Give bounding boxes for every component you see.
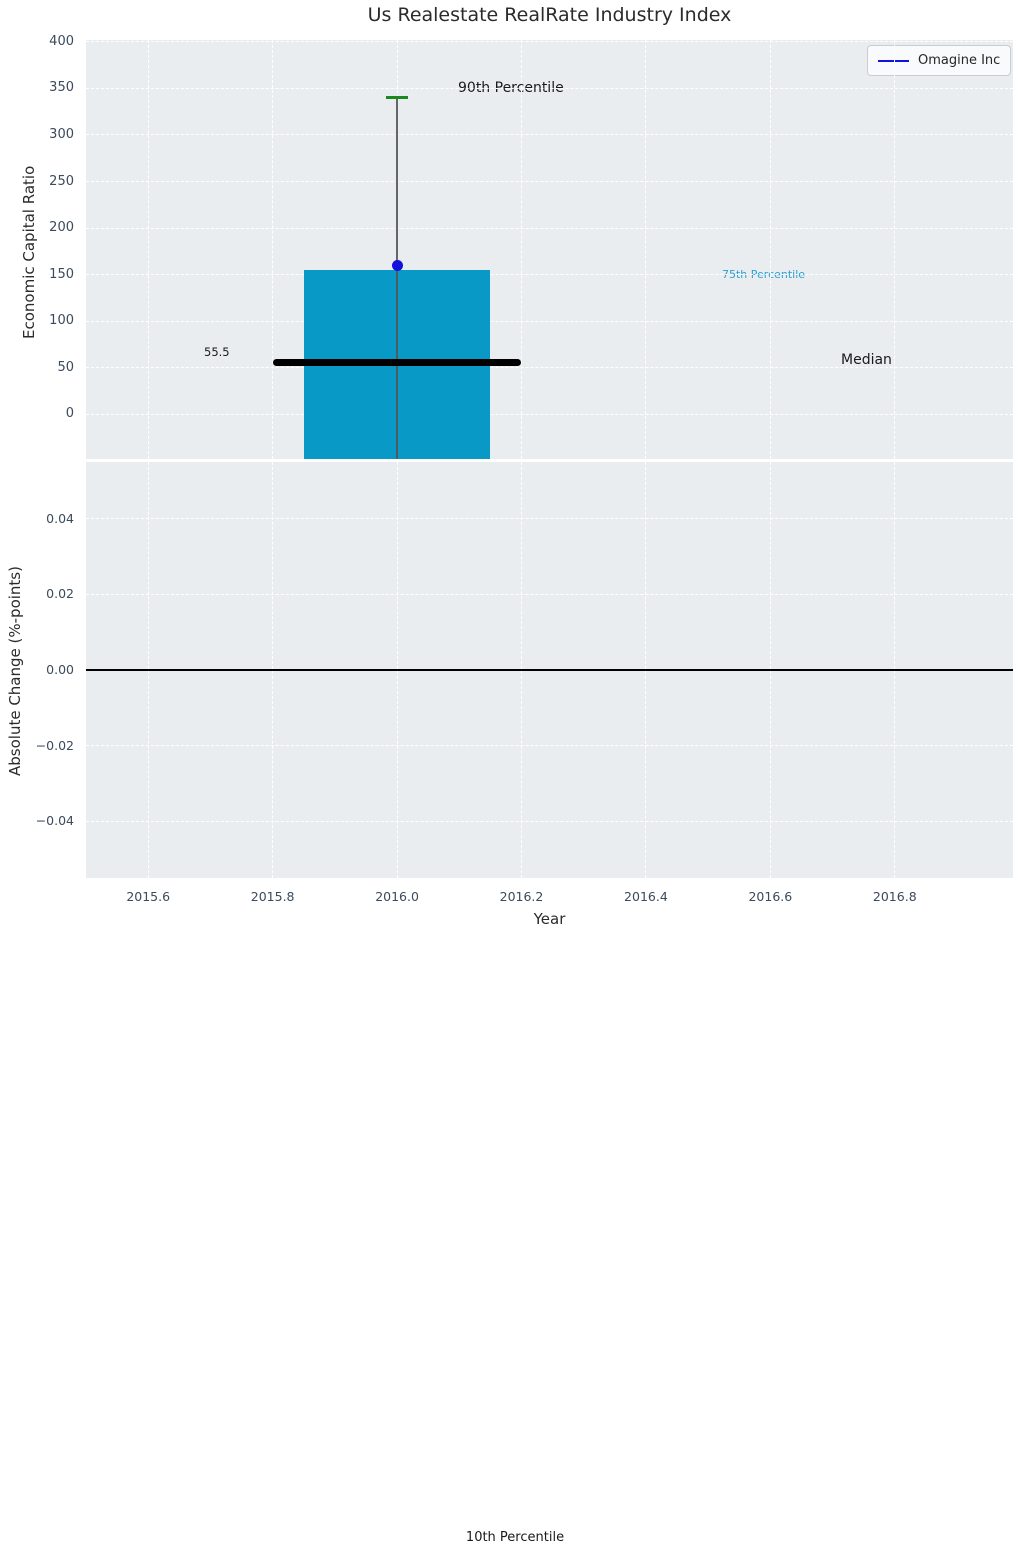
y-tick-label: 0 [65, 406, 74, 422]
gridline-horizontal [86, 593, 1013, 595]
y-tick-label: 0.02 [46, 586, 74, 602]
gridline-horizontal [86, 41, 1013, 43]
gridline-horizontal [86, 87, 1013, 89]
gridline-vertical [521, 40, 522, 459]
company-marker-dot [391, 259, 403, 271]
legend-label: Omagine Inc [918, 53, 1001, 68]
gridline-horizontal [86, 518, 1013, 520]
annotation-10th-percentile: 10th Percentile [465, 1530, 565, 1545]
y-tick-label: 350 [49, 80, 74, 96]
x-tick-label: 2016.6 [748, 889, 793, 904]
gridline-horizontal [86, 274, 1013, 276]
y-tick-label: 400 [49, 33, 74, 49]
y-tick-label: 50 [57, 359, 74, 375]
gridline-vertical [272, 40, 274, 459]
x-tick-label: 2016.4 [624, 889, 668, 904]
y-tick-label: 150 [49, 266, 74, 282]
y-tick-label: −0.02 [35, 737, 74, 753]
gridline-horizontal [86, 181, 1013, 183]
p90-cap-marker [385, 96, 409, 100]
x-tick-label: 2015.8 [250, 889, 295, 904]
y-tick-label: 300 [49, 126, 74, 142]
gridline-horizontal [86, 367, 1013, 369]
y-tick-label: 100 [49, 313, 74, 329]
x-tick-label: 2016.2 [499, 889, 544, 904]
x-tick-label: 2016.8 [872, 889, 917, 904]
chart-title: Us Realestate RealRate Industry Index [367, 4, 732, 26]
legend: Omagine Inc [867, 45, 1012, 76]
x-axis-label: Year [533, 910, 566, 928]
gridline-horizontal [86, 413, 1013, 415]
zero-line [86, 669, 1013, 671]
top-subplot-axes [86, 40, 1013, 459]
x-tick-label: 2015.6 [126, 889, 171, 904]
legend-line-sample [878, 59, 909, 62]
gridline-vertical [147, 40, 149, 459]
y-tick-label: −0.04 [35, 813, 74, 829]
y-tick-label: 0.00 [46, 662, 74, 677]
median-line [272, 359, 522, 367]
gridline-horizontal [86, 320, 1013, 322]
gridline-vertical [645, 40, 647, 459]
y-tick-label: 0.04 [46, 510, 74, 526]
x-tick-label: 2016.0 [375, 889, 419, 904]
whisker-line [396, 97, 399, 459]
gridline-horizontal [86, 227, 1013, 229]
annotation-median-value: 55.5 [204, 345, 230, 359]
y-tick-label: 200 [49, 220, 74, 236]
gridline-horizontal [86, 134, 1013, 136]
gridline-vertical [894, 40, 896, 459]
annotation-median: Median [841, 352, 892, 368]
gridline-horizontal [86, 820, 1013, 822]
y-tick-label: 250 [49, 173, 74, 189]
gridline-vertical [769, 40, 771, 459]
gridline-horizontal [86, 745, 1013, 747]
